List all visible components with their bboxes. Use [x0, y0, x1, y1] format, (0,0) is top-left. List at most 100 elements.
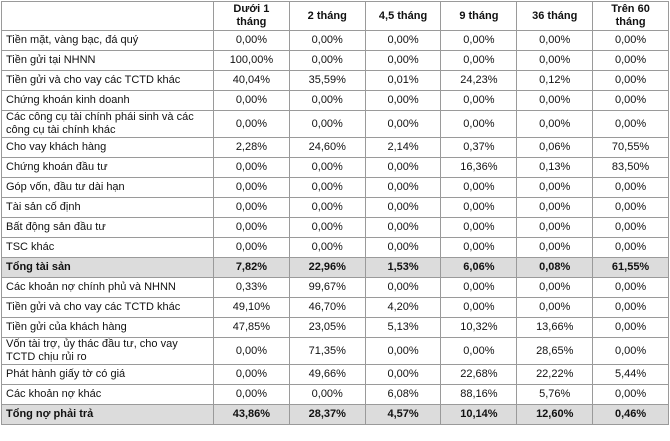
cell-value: 47,85%	[213, 317, 290, 338]
cell-value: 0,00%	[364, 197, 442, 218]
row-label: Phát hành giấy tờ có giá	[1, 364, 214, 385]
cell-value: 6,08%	[364, 384, 442, 405]
cell-value: 0,46%	[592, 404, 669, 425]
cell-value: 0,00%	[364, 337, 442, 365]
cell-value: 0,00%	[213, 110, 290, 138]
cell-value: 0,00%	[288, 237, 366, 258]
row-label: Tài sản cố định	[1, 197, 214, 218]
table-row: Các công cụ tài chính phái sinh và các c…	[1, 110, 669, 138]
cell-value: 2,14%	[364, 137, 442, 158]
row-label: Cho vay khách hàng	[1, 137, 214, 158]
table-row: Tiền gửi của khách hàng 47,85% 23,05% 5,13%…	[1, 317, 669, 338]
cell-value: 24,23%	[440, 70, 518, 91]
column-header: 9 tháng	[440, 1, 518, 31]
table-row: Tài sản cố định 0,00% 0,00% 0,00% 0,00% 0,00%…	[1, 197, 669, 218]
row-label: Tiền mặt, vàng bạc, đá quý	[1, 30, 214, 51]
cell-value: 0,00%	[592, 50, 669, 71]
table-row: Các khoản nợ khác 0,00% 0,00% 6,08% 88,16% 5,…	[1, 384, 669, 405]
cell-value: 70,55%	[592, 137, 669, 158]
cell-value: 100,00%	[213, 50, 290, 71]
cell-value: 0,00%	[364, 110, 442, 138]
row-label: Tiền gửi và cho vay các TCTD khác	[1, 297, 214, 318]
cell-value: 10,14%	[440, 404, 518, 425]
cell-value: 46,70%	[288, 297, 366, 318]
cell-value: 0,00%	[288, 50, 366, 71]
cell-value: 0,00%	[213, 30, 290, 51]
cell-value: 7,82%	[213, 257, 290, 278]
cell-value: 0,00%	[213, 197, 290, 218]
cell-value: 0,00%	[440, 90, 518, 111]
cell-value: 0,00%	[440, 237, 518, 258]
cell-value: 12,60%	[516, 404, 594, 425]
cell-value: 0,00%	[213, 384, 290, 405]
cell-value: 0,00%	[440, 277, 518, 298]
corner-cell	[1, 1, 214, 31]
cell-value: 0,00%	[213, 217, 290, 238]
cell-value: 49,66%	[288, 364, 366, 385]
table-row: Chứng khoán kinh doanh 0,00% 0,00% 0,00% 0,0…	[1, 90, 669, 111]
cell-value: 28,37%	[288, 404, 366, 425]
table-row: Tiền gửi và cho vay các TCTD khác 49,10% 4…	[1, 297, 669, 318]
row-label: Vốn tài trợ, ủy thác đầu tư, cho vay TCT…	[1, 337, 214, 365]
cell-value: 0,00%	[213, 237, 290, 258]
cell-value: 0,00%	[364, 90, 442, 111]
cell-value: 0,00%	[592, 110, 669, 138]
cell-value: 0,00%	[592, 337, 669, 365]
cell-value: 35,59%	[288, 70, 366, 91]
cell-value: 83,50%	[592, 157, 669, 178]
cell-value: 0,06%	[516, 137, 594, 158]
cell-value: 0,13%	[516, 157, 594, 178]
cell-value: 28,65%	[516, 337, 594, 365]
table-row: Góp vốn, đầu tư dài hạn 0,00% 0,00% 0,00% 0,…	[1, 177, 669, 198]
cell-value: 4,57%	[364, 404, 442, 425]
cell-value: 0,00%	[288, 177, 366, 198]
cell-value: 0,00%	[440, 217, 518, 238]
cell-value: 0,00%	[592, 217, 669, 238]
cell-value: 0,00%	[288, 217, 366, 238]
cell-value: 0,00%	[288, 384, 366, 405]
row-label: TSC khác	[1, 237, 214, 258]
cell-value: 0,00%	[288, 157, 366, 178]
row-label: Chứng khoán đầu tư	[1, 157, 214, 178]
cell-value: 88,16%	[440, 384, 518, 405]
cell-value: 13,66%	[516, 317, 594, 338]
cell-value: 0,00%	[516, 197, 594, 218]
table-row: Tiền mặt, vàng bạc, đá quý 0,00% 0,00% 0,00…	[1, 30, 669, 51]
row-label: Tiền gửi và cho vay các TCTD khác	[1, 70, 214, 91]
row-label: Các khoản nợ chính phủ và NHNN	[1, 277, 214, 298]
cell-value: 0,00%	[440, 110, 518, 138]
row-label: Tổng nợ phải trả	[1, 404, 214, 425]
cell-value: 0,00%	[213, 177, 290, 198]
cell-value: 43,86%	[213, 404, 290, 425]
row-label: Chứng khoán kinh doanh	[1, 90, 214, 111]
row-label: Góp vốn, đầu tư dài hạn	[1, 177, 214, 198]
cell-value: 5,13%	[364, 317, 442, 338]
cell-value: 0,00%	[288, 90, 366, 111]
cell-value: 0,00%	[288, 197, 366, 218]
cell-value: 0,00%	[364, 30, 442, 51]
cell-value: 0,00%	[516, 217, 594, 238]
table-row: Vốn tài trợ, ủy thác đầu tư, cho vay TCT…	[1, 337, 669, 365]
cell-value: 0,00%	[592, 90, 669, 111]
cell-value: 4,20%	[364, 297, 442, 318]
header-row: Dưới 1 tháng 2 tháng 4,5 tháng 9 tháng 36 th…	[1, 1, 669, 31]
cell-value: 0,00%	[516, 110, 594, 138]
cell-value: 0,00%	[364, 277, 442, 298]
cell-value: 0,33%	[213, 277, 290, 298]
cell-value: 0,00%	[213, 90, 290, 111]
cell-value: 0,00%	[364, 177, 442, 198]
cell-value: 22,96%	[288, 257, 366, 278]
cell-value: 0,00%	[440, 197, 518, 218]
cell-value: 99,67%	[288, 277, 366, 298]
cell-value: 0,00%	[592, 317, 669, 338]
cell-value: 24,60%	[288, 137, 366, 158]
column-header: Dưới 1 tháng	[213, 1, 290, 31]
cell-value: 10,32%	[440, 317, 518, 338]
row-label: Bất động sản đầu tư	[1, 217, 214, 238]
cell-value: 0,01%	[364, 70, 442, 91]
table-row: Tổng tài sản 7,82% 22,96% 1,53% 6,06% 0,08% 61…	[1, 257, 669, 278]
cell-value: 0,00%	[516, 177, 594, 198]
cell-value: 0,00%	[516, 297, 594, 318]
cell-value: 0,00%	[516, 50, 594, 71]
